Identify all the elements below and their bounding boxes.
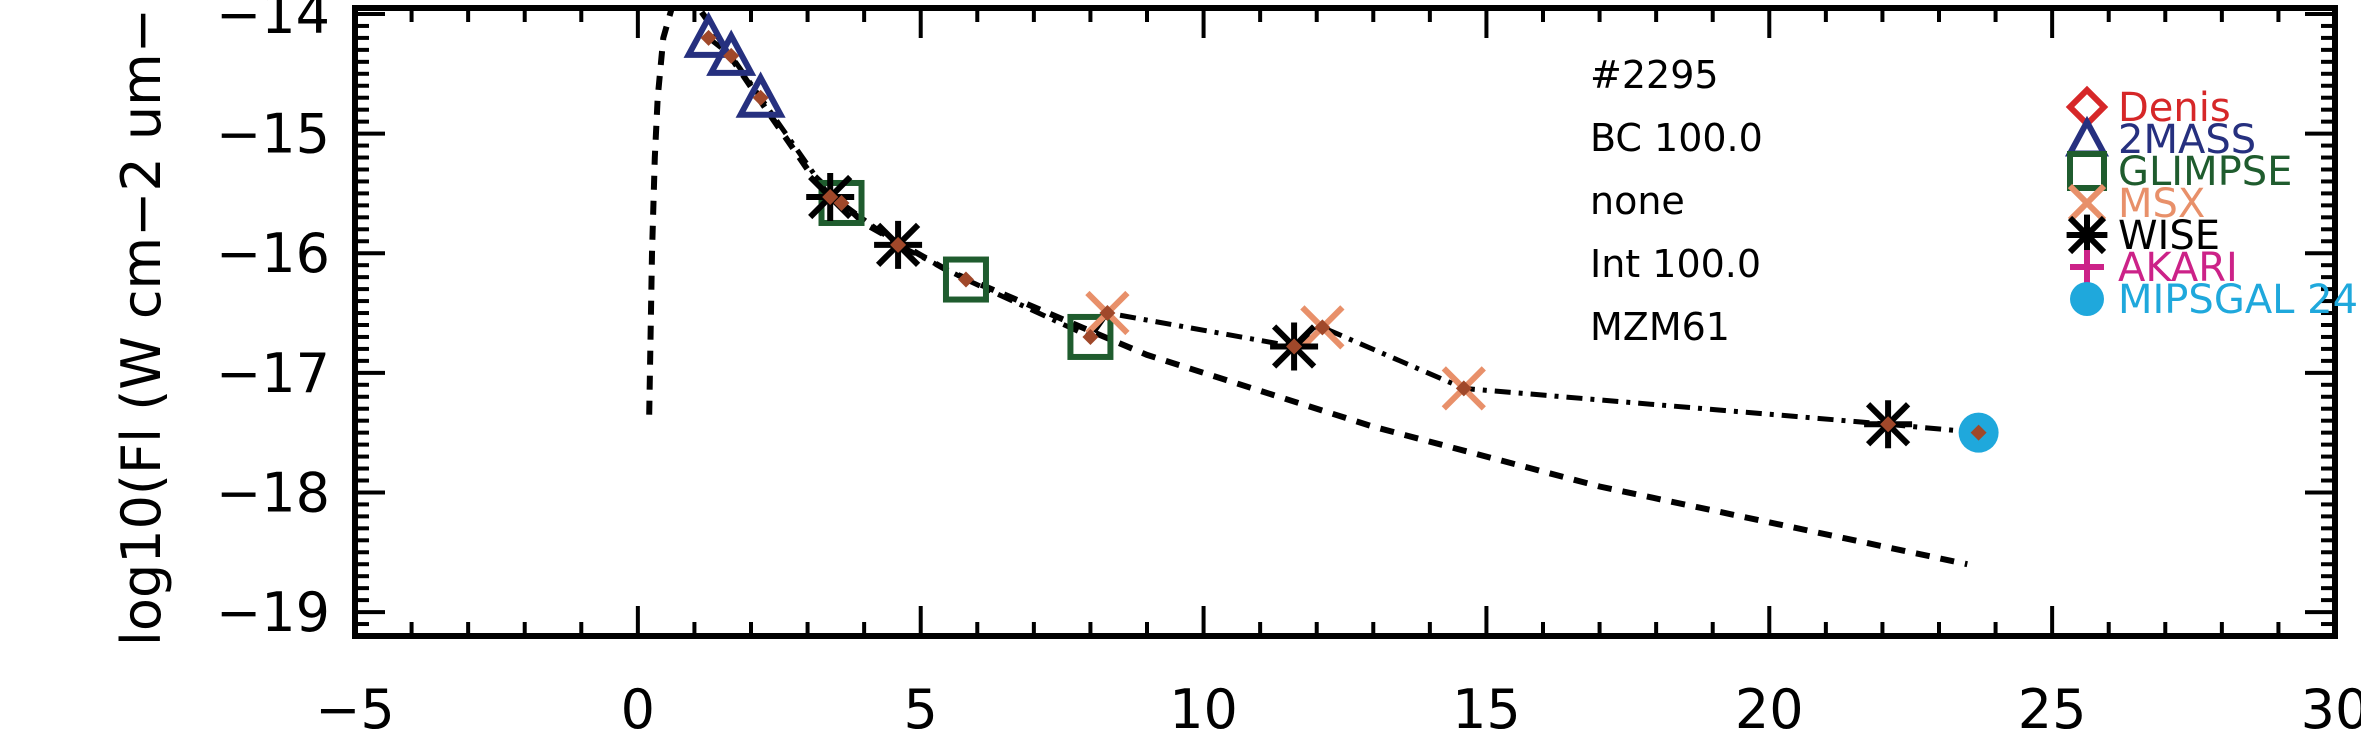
y-axis-label: log10(Fl (W cm−2 um− xyxy=(110,8,173,646)
model-point xyxy=(1082,328,1099,345)
y-tick-label: −19 xyxy=(216,581,330,644)
model-point xyxy=(700,29,717,46)
plot-frame xyxy=(352,5,2338,639)
legend-label-denis: Denis xyxy=(2118,85,2231,131)
legend-label-glimpse: GLIMPSE xyxy=(2118,149,2292,195)
legend-label-wise: WISE xyxy=(2118,213,2220,259)
legend-marker-mipsgal-24 xyxy=(2070,282,2104,316)
annotation-text: BC 100.0 xyxy=(1590,116,1763,160)
legend-marker-wise xyxy=(2066,214,2108,256)
x-tick-label: 20 xyxy=(1735,678,1804,741)
model-point xyxy=(1455,380,1472,397)
model-point xyxy=(1314,319,1331,336)
annotation-text: none xyxy=(1590,179,1685,223)
fit-dashdot-line xyxy=(707,35,1979,436)
plot-frame-group xyxy=(352,5,2338,639)
annotations-group: #2295 BC 100.0 none Int 100.0 MZM61 xyxy=(1590,53,1763,349)
markers-group xyxy=(683,11,1999,453)
y-tick-label: −18 xyxy=(216,461,330,524)
x-tick-label: 5 xyxy=(904,678,938,741)
x-tick-label: 25 xyxy=(2018,678,2087,741)
model-point xyxy=(957,271,974,288)
y-tick-label: −17 xyxy=(216,342,330,405)
y-tick-label: −16 xyxy=(216,222,330,285)
annotation-text: MZM61 xyxy=(1590,305,1730,349)
x-tick-label: 30 xyxy=(2301,678,2361,741)
x-tick-label: 0 xyxy=(621,678,655,741)
model-point xyxy=(890,236,907,253)
x-axis-group: −5 0 5 10 15 20 25 30 xyxy=(315,8,2361,741)
model-point xyxy=(1880,416,1897,433)
model-point xyxy=(833,194,850,211)
legend-label-akari: AKARI xyxy=(2118,245,2238,291)
model-dashed-line xyxy=(646,8,1968,568)
y-tick-label: −14 xyxy=(216,0,330,46)
legend-marker-akari xyxy=(2070,250,2104,284)
y-tick-label: −15 xyxy=(216,103,330,166)
model-point xyxy=(1286,338,1303,355)
legend-marker-2mass xyxy=(2064,115,2110,157)
model-point xyxy=(1970,424,1987,441)
legend-label-msx: MSX xyxy=(2118,181,2205,227)
model-point xyxy=(822,188,839,205)
model-points-group xyxy=(700,29,1987,441)
point-2mass xyxy=(735,71,786,118)
lines-group xyxy=(646,8,1979,568)
annotation-text: #2295 xyxy=(1590,53,1719,97)
model-point xyxy=(723,47,740,64)
model-point xyxy=(752,89,769,106)
y-axis-group: −19 −18 −17 −16 −15 −14 xyxy=(216,0,2335,644)
point-glimpse xyxy=(942,256,989,303)
legend-marker-msx-stroke xyxy=(2067,183,2107,223)
legend-label-mipsgal-24: MIPSGAL 24 xyxy=(2118,277,2358,323)
annotation-text: Int 100.0 xyxy=(1590,242,1761,286)
point-2mass xyxy=(706,29,757,76)
legend-marker-msx xyxy=(2067,183,2107,223)
legend-marker-glimpse xyxy=(2067,151,2107,191)
x-tick-label: 10 xyxy=(1169,678,1238,741)
model-point xyxy=(1099,305,1116,322)
legend-label-2mass: 2MASS xyxy=(2118,117,2256,163)
x-tick-label: −5 xyxy=(315,678,395,741)
x-tick-label: 15 xyxy=(1452,678,1521,741)
point-2mass xyxy=(683,11,734,58)
point-glimpse xyxy=(1067,313,1114,360)
